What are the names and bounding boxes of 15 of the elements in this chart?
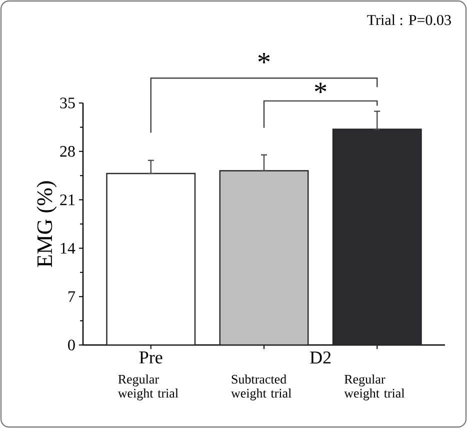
x-tick-label: Regular weight trial xyxy=(118,374,178,400)
y-tick-label: 21 xyxy=(60,194,75,206)
y-tick-label: 7 xyxy=(68,291,76,302)
text: * xyxy=(258,53,270,64)
y-axis-title: EMG (%) xyxy=(36,181,57,268)
y-tick-label: 14 xyxy=(60,242,76,254)
x-tick-label: Subtracted weight trial xyxy=(231,374,292,400)
text: Pre xyxy=(139,352,162,364)
text: * xyxy=(314,82,326,94)
y-tick-label: 28 xyxy=(60,146,75,157)
y-tick-label: 0 xyxy=(68,340,75,350)
y-tick-label: 35 xyxy=(60,98,75,108)
x-tick-label: Regular weight trial xyxy=(344,374,405,400)
text: D2 xyxy=(310,352,331,364)
text: Trial : P=0.03 xyxy=(367,14,451,26)
